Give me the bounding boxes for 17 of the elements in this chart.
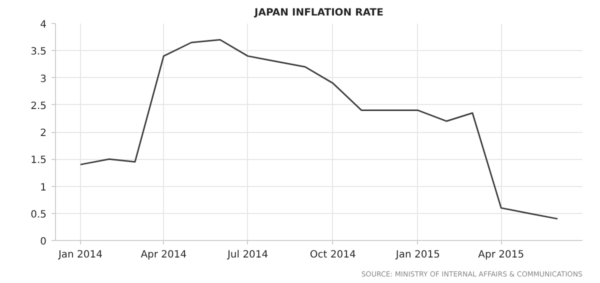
- y-tick-label: 3.5: [30, 46, 47, 58]
- y-tick-label: 0: [40, 236, 47, 248]
- x-tick-label: Jan 2015: [394, 250, 440, 260]
- chart-title: JAPAN INFLATION RATE: [254, 8, 384, 18]
- x-tick-label: Apr 2014: [140, 250, 187, 260]
- y-tick-label: 4: [40, 20, 47, 30]
- y-tick-label: 0.5: [30, 209, 47, 220]
- x-tick-label: Jan 2014: [57, 250, 102, 260]
- y-tick-label: 1.5: [30, 155, 47, 166]
- x-tick-label: Apr 2015: [478, 250, 524, 260]
- x-tick-label: Oct 2014: [310, 250, 356, 260]
- line-series: [80, 39, 558, 220]
- x-tick-label: Jul 2014: [226, 250, 268, 260]
- y-tick-label: 3: [40, 74, 47, 85]
- y-tick-label: 1: [40, 182, 47, 194]
- y-tick-label: 2.5: [30, 100, 47, 112]
- y-tick-label: 2: [40, 128, 47, 139]
